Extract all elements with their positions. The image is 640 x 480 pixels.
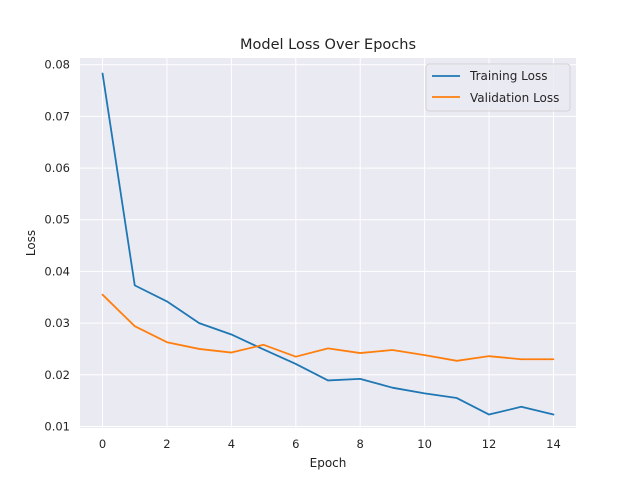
series-line-validation [101,293,555,362]
x-tick-label: 8 [357,437,364,451]
legend-box [425,63,571,112]
y-tick-label: 0.05 [44,213,70,227]
x-tick-label: 2 [163,437,170,451]
legend-label-training: Training Loss [469,69,547,83]
y-tick-label: 0.01 [44,419,70,433]
y-tick-label: 0.06 [44,161,70,175]
y-tick-label: 0.04 [44,264,70,278]
y-tick-label: 0.03 [44,316,70,330]
y-tick-label: 0.08 [44,58,70,72]
y-axis-label: Loss [24,230,38,256]
plot-area [80,58,576,428]
grid [80,58,576,428]
x-axis-label: Epoch [310,456,347,470]
x-tick-label: 4 [228,437,235,451]
y-tick-label: 0.07 [44,109,70,123]
y-tick-label: 0.02 [44,368,70,382]
x-tick-label: 0 [99,437,106,451]
tick-labels: 0 2 4 6 8 10 12 14 0.01 0.02 0.03 0.04 0.05 0.06 0.07 0… [44,58,560,451]
chart-title: Model Loss Over Epochs [240,37,416,53]
x-tick-label: 14 [546,437,561,451]
series-lines [101,72,555,416]
x-tick-label: 6 [292,437,299,451]
x-tick-label: 10 [417,437,432,451]
legend: Training Loss Validation Loss [425,63,571,112]
x-tick-label: 12 [482,437,497,451]
legend-label-validation: Validation Loss [470,91,559,105]
series-line-training [101,72,555,416]
